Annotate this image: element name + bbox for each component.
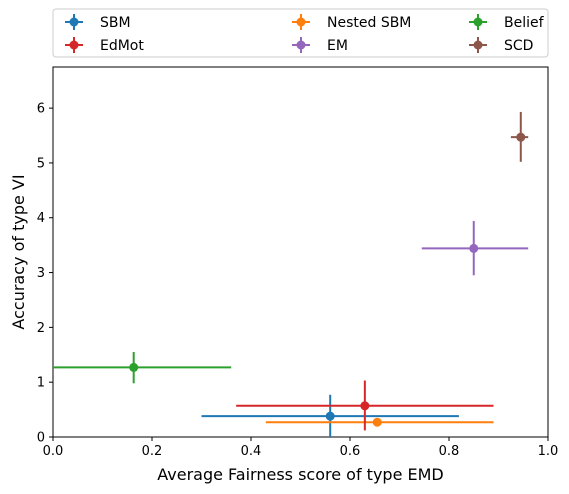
data-point — [372, 417, 382, 427]
y-tick-label: 1 — [37, 376, 45, 391]
legend-item: EdMot — [65, 37, 144, 54]
legend-marker — [296, 40, 306, 50]
y-tick-label: 4 — [37, 211, 45, 226]
series-edmot — [236, 380, 494, 431]
legend: SBM Nested SBM Belief EdMot EM SCD — [52, 8, 549, 58]
data-point — [516, 132, 526, 142]
x-tick-label: 1.0 — [538, 444, 559, 459]
x-tick-label: 0.8 — [439, 444, 460, 459]
data-marks — [53, 111, 529, 437]
series-nested-sbm — [265, 417, 494, 427]
x-axis: 0.0 0.2 0.4 0.6 0.8 1.0 — [43, 437, 559, 459]
legend-marker — [69, 40, 79, 50]
legend-frame — [52, 8, 549, 58]
y-tick-label: 6 — [37, 102, 45, 117]
series-belief — [53, 352, 232, 384]
y-tick-label: 5 — [37, 156, 45, 171]
series-sbm — [201, 394, 459, 437]
y-axis: 0 1 2 3 4 5 6 — [37, 102, 53, 446]
legend-label: EdMot — [100, 38, 144, 54]
legend-item: EM — [292, 37, 348, 54]
x-axis-label: Average Fairness score of type EMD — [157, 465, 443, 484]
y-tick-label: 3 — [37, 266, 45, 281]
x-tick-label: 0.6 — [340, 444, 361, 459]
legend-marker — [473, 40, 483, 50]
legend-item: Nested SBM — [292, 14, 411, 31]
y-axis-label: Accuracy of type VI — [9, 174, 28, 329]
legend-item: Belief — [469, 14, 545, 31]
series-em — [421, 221, 529, 276]
legend-marker — [473, 17, 483, 27]
legend-marker — [296, 17, 306, 27]
legend-label: SBM — [100, 15, 131, 31]
legend-item: SBM — [65, 14, 131, 31]
legend-label: Belief — [504, 15, 545, 31]
data-point — [325, 411, 335, 421]
legend-label: Nested SBM — [327, 15, 411, 31]
data-point — [360, 401, 370, 411]
legend-label: SCD — [504, 38, 533, 54]
data-point — [469, 243, 479, 253]
y-tick-label: 2 — [37, 321, 45, 336]
legend-label: EM — [327, 38, 348, 54]
x-tick-label: 0.4 — [241, 444, 262, 459]
x-tick-label: 0.2 — [142, 444, 163, 459]
y-tick-label: 0 — [37, 431, 45, 446]
series-scd — [510, 111, 529, 162]
legend-marker — [69, 17, 79, 27]
data-point — [129, 362, 139, 372]
legend-item: SCD — [469, 37, 533, 54]
plot-area-frame — [52, 66, 549, 438]
x-tick-label: 0.0 — [43, 444, 64, 459]
